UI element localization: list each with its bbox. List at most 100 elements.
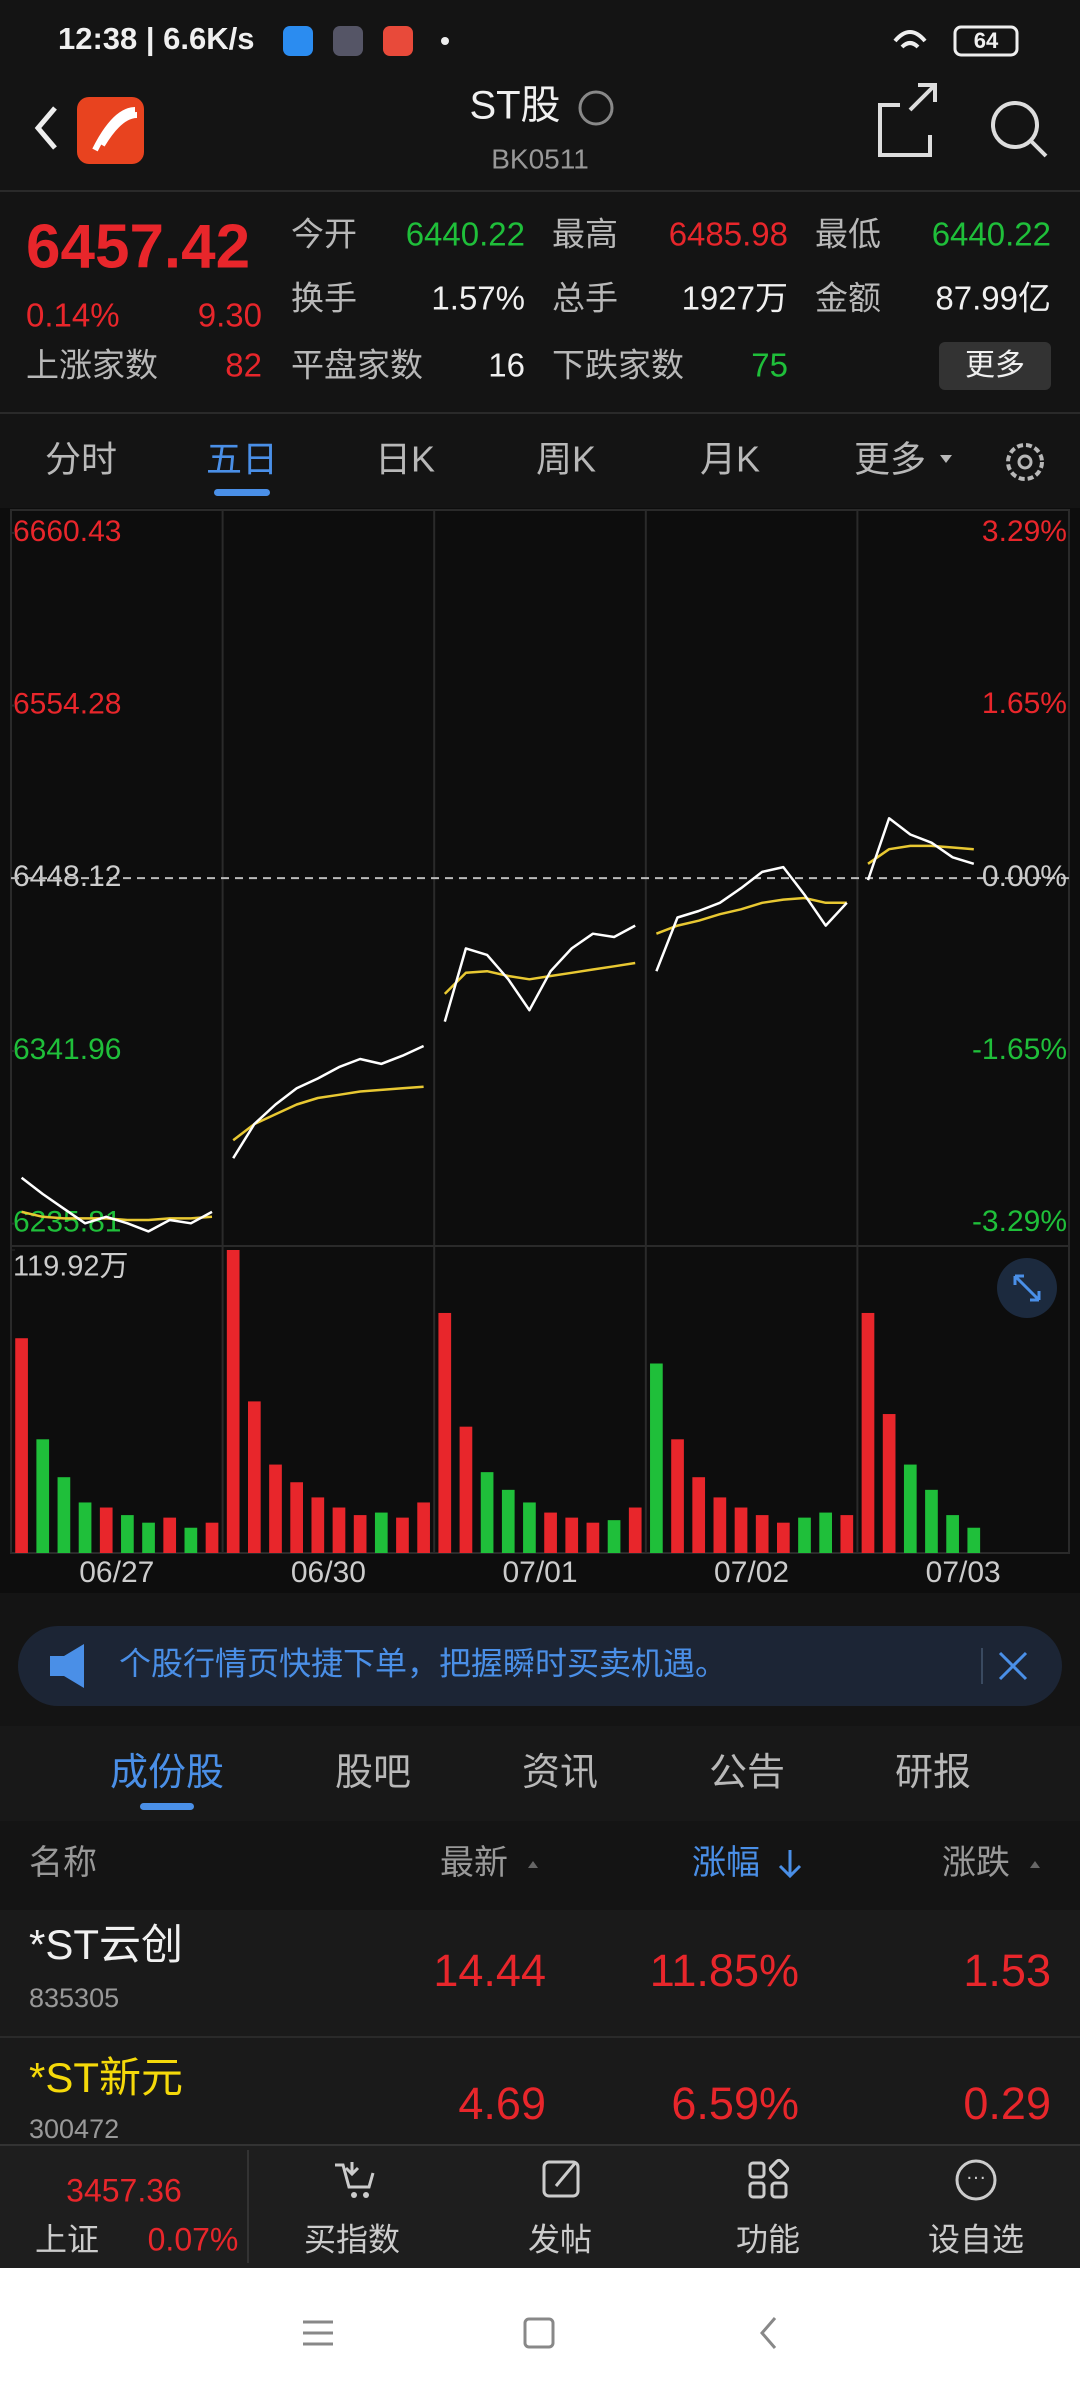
nav-item[interactable]: 设自选 [928, 2221, 1024, 2257]
stock-title: ST股 [469, 84, 560, 128]
tab[interactable]: 分时 [45, 439, 117, 480]
column-header[interactable]: 涨跌 [942, 1844, 1010, 1882]
volume-bar [607, 1520, 621, 1553]
volume-bar [861, 1312, 875, 1553]
latest-price: 4.69 [458, 2078, 546, 2129]
volume-bar [946, 1515, 959, 1553]
stat-label: 最高 [552, 216, 618, 253]
volume-bar [290, 1482, 304, 1553]
stat-label: 下跌家数 [552, 347, 684, 384]
tab-active[interactable]: 五日 [206, 439, 278, 480]
index-pct: 0.07% [148, 2221, 239, 2257]
sub-tab-indicator [140, 1803, 194, 1810]
volume-bar [142, 1522, 155, 1553]
logo-mark [92, 107, 138, 152]
home-button[interactable] [523, 2317, 555, 2349]
y2-tick-label: 0.00% [982, 860, 1067, 893]
stat-value: 6440.22 [406, 216, 525, 253]
expand-icon [1013, 1274, 1041, 1302]
volume-bar [523, 1502, 536, 1553]
watchlist-icon [955, 2159, 997, 2201]
tab[interactable]: 更多 [854, 439, 926, 480]
volume-bar [882, 1414, 896, 1553]
back-button[interactable] [34, 106, 57, 150]
table-body [0, 1910, 1080, 2145]
icon-dot [363, 2192, 369, 2198]
stat-label: 平盘家数 [291, 347, 423, 384]
volume-bar [798, 1517, 811, 1553]
sub-tab[interactable]: 公告 [709, 1752, 785, 1794]
nav-item[interactable]: 买指数 [304, 2221, 400, 2257]
sub-tab[interactable]: 研报 [895, 1752, 971, 1794]
search-button[interactable] [991, 101, 1039, 149]
function-icon [768, 2158, 790, 2180]
column-header[interactable]: 最新 [440, 1844, 508, 1882]
system-nav [0, 2268, 1080, 2400]
status-icon [333, 26, 363, 56]
price-line [20, 817, 975, 1233]
volume-bar [57, 1477, 71, 1553]
index-value[interactable]: 3457.36 [66, 2172, 182, 2208]
sub-tab-active[interactable]: 成份股 [110, 1752, 224, 1794]
share-button[interactable] [878, 83, 937, 157]
volume-bar [163, 1517, 177, 1553]
volume-bar [36, 1439, 50, 1553]
sort-desc-icon [778, 1850, 802, 1879]
stock-name[interactable]: *ST云创 [29, 1921, 183, 1968]
index-name: 上证 [35, 2221, 99, 2257]
status-icon [383, 26, 413, 56]
stat-label: 最低 [815, 216, 881, 253]
volume-bar [650, 1363, 663, 1553]
settings-button[interactable] [1006, 443, 1044, 481]
tab[interactable]: 周K [536, 439, 596, 480]
system-back-button[interactable] [760, 2317, 777, 2349]
megaphone-icon [50, 1644, 84, 1688]
sub-tab[interactable]: 股吧 [335, 1752, 411, 1794]
tab[interactable]: 月K [700, 439, 760, 480]
promo-banner[interactable] [18, 1626, 1062, 1706]
status-dot [441, 37, 449, 45]
info-icon[interactable] [578, 90, 614, 126]
nav-item[interactable]: 发帖 [528, 2221, 592, 2257]
y2-tick-label: -3.29% [972, 1205, 1067, 1238]
more-button[interactable] [939, 342, 1051, 390]
banner-text: 个股行情页快捷下单，把握瞬时买卖机遇。 [119, 1645, 727, 1681]
menu-button[interactable] [303, 2320, 333, 2346]
nav-item[interactable]: 功能 [736, 2221, 800, 2257]
volume-bar [417, 1502, 430, 1553]
stat-label: 上涨家数 [26, 347, 158, 384]
chart-frame [10, 509, 1070, 1554]
x-tick-label: 06/27 [79, 1556, 154, 1589]
volume-bar [628, 1507, 642, 1553]
sort-icon [528, 1861, 538, 1868]
volume-bar [374, 1512, 388, 1553]
y2-tick-label: 3.29% [982, 515, 1067, 548]
bottom-nav [0, 2145, 1080, 2268]
stat-value: 1.57% [431, 280, 525, 317]
volume-bar [121, 1515, 134, 1553]
x-tick-label: 07/01 [502, 1556, 577, 1589]
volume-bar [396, 1517, 409, 1553]
tab-indicator [214, 489, 270, 496]
change: 1.53 [963, 1945, 1051, 1996]
close-banner[interactable] [998, 1651, 1028, 1681]
search-handle [1029, 139, 1048, 158]
volume-bar [480, 1472, 494, 1553]
icon-dots: ··· [966, 2166, 986, 2188]
volume-bar [15, 1338, 28, 1553]
post-pen [554, 2161, 578, 2187]
stock-code: 300472 [29, 2114, 119, 2144]
stat-label: 换手 [291, 280, 357, 317]
sub-tab[interactable]: 资讯 [522, 1752, 598, 1794]
change-pct: 6.59% [671, 2078, 799, 2129]
volume-bar [184, 1527, 198, 1553]
x-tick-label: 06/30 [291, 1556, 366, 1589]
volume-bar [734, 1507, 748, 1553]
stock-name[interactable]: *ST新元 [29, 2054, 183, 2101]
change: 9.30 [198, 297, 262, 334]
status-icon [283, 26, 313, 56]
column-header-sorted[interactable]: 涨幅 [692, 1844, 760, 1882]
status-time: 12:38 | 6.6K/s [58, 21, 255, 56]
tab[interactable]: 日K [375, 439, 435, 480]
